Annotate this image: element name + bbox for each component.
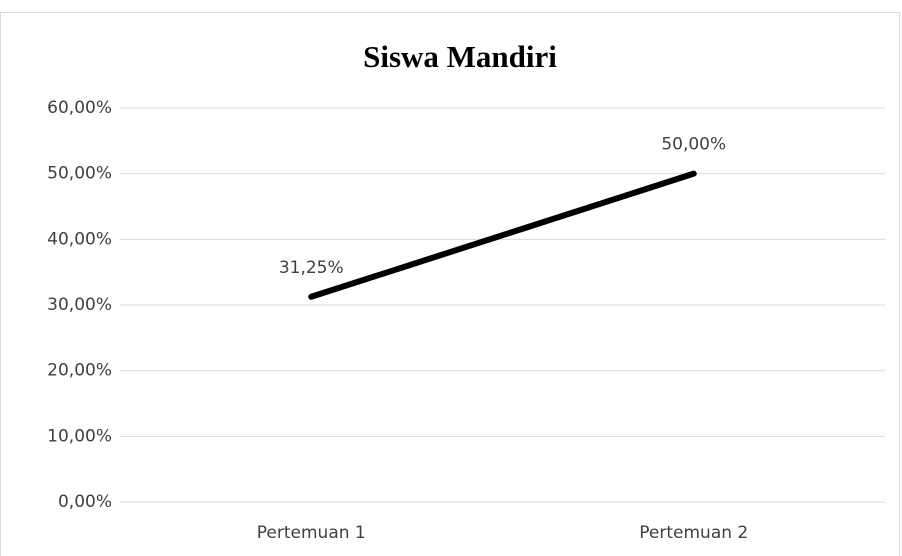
data-label: 31,25% — [279, 258, 344, 278]
x-tick-label: Pertemuan 1 — [257, 523, 366, 543]
y-tick-label: 60,00% — [47, 98, 112, 118]
y-tick-label: 0,00% — [58, 492, 112, 512]
chart-title: Siswa Mandiri — [363, 39, 557, 74]
y-tick-label: 40,00% — [47, 229, 112, 249]
y-tick-label: 50,00% — [47, 164, 112, 184]
data-label: 50,00% — [661, 135, 726, 155]
y-tick-label: 20,00% — [47, 361, 112, 381]
y-tick-label: 10,00% — [47, 426, 112, 446]
x-tick-label: Pertemuan 2 — [639, 523, 748, 543]
chart-border — [0, 12, 900, 556]
y-tick-label: 30,00% — [47, 295, 112, 315]
data-line — [308, 170, 697, 300]
